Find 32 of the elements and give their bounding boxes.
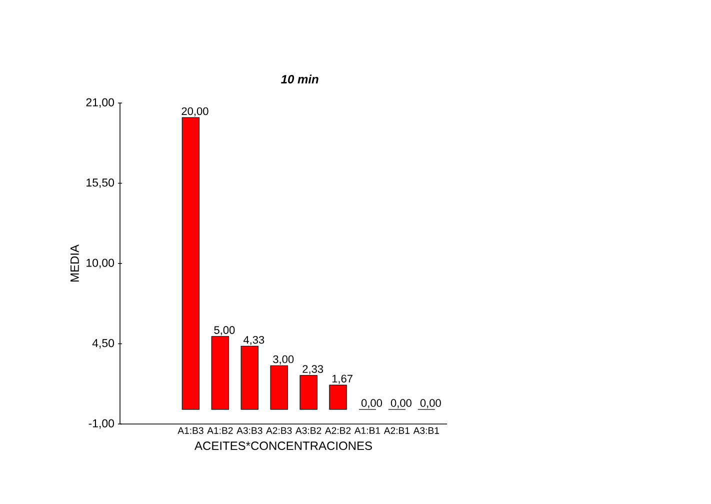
x-tick-label: A1:B3 — [178, 427, 204, 434]
bar — [270, 365, 288, 410]
bar — [240, 346, 258, 410]
data-label: 20,00 — [182, 107, 208, 116]
data-label: 0,00 — [420, 399, 441, 408]
bar — [211, 336, 230, 410]
data-label: 1,67 — [332, 374, 352, 384]
data-label: 5,00 — [214, 326, 235, 336]
x-tick-label: A2:B2 — [324, 427, 351, 434]
bar — [300, 375, 318, 410]
x-tick-label: A3:B3 — [236, 427, 262, 434]
x-tick-label: A2:B3 — [266, 427, 292, 434]
x-tick-label: A1:B2 — [207, 427, 233, 434]
x-axis-title: ACEITES*CONCENTRACIONES — [194, 442, 372, 450]
data-label: 4,33 — [243, 336, 264, 346]
x-tick-label: A2:B1 — [384, 427, 410, 434]
y-tick-label: 10,00 — [86, 258, 114, 268]
y-tick-label: 15,50 — [86, 178, 114, 188]
x-tick-label: A3:B2 — [295, 427, 322, 434]
y-tick-label: 4,50 — [92, 339, 114, 349]
y-tick-label: -1,00 — [88, 419, 114, 429]
x-tick-label: A1:B1 — [354, 427, 380, 434]
bar — [329, 384, 347, 410]
chart-title: 10 min — [281, 74, 318, 84]
data-label: 2,33 — [302, 365, 324, 374]
data-label: 0,00 — [390, 399, 412, 408]
data-label: 0,00 — [361, 399, 382, 408]
x-tick-label: A3:B1 — [413, 427, 439, 434]
data-label: 3,00 — [273, 355, 294, 364]
y-tick-label: 21,00 — [86, 98, 114, 108]
y-axis-title: MEDIA — [70, 244, 79, 282]
bar — [182, 117, 200, 410]
